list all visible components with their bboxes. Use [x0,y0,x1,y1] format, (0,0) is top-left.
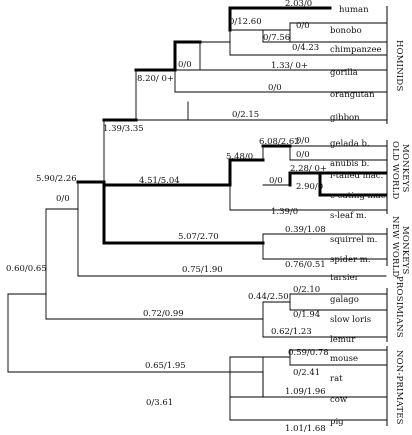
branch-label-sleaf: 1.39/0 [271,207,298,217]
group-label-new-world-line2: MONKEYS [400,226,410,275]
tree-branches [7,22,387,421]
taxon-ltailed: l-tailed mac. [330,171,383,181]
taxon-sleaf: s-leaf m. [330,211,367,221]
taxon-lemur: lemur [330,335,356,345]
branch-label-chimpanzee: 0/4.23 [292,43,319,53]
taxon-slowloris: slow loris [330,315,371,325]
taxon-rat: rat [330,374,343,384]
taxon-bonobo: bonobo [330,26,362,36]
branch-label-mouse: 0.59/0.78 [288,348,329,358]
branch-label-slowloris: 0/1.94 [293,310,320,320]
branch-label-cow: 1.09/1.96 [285,387,326,397]
group-label-hominids: HOMINIDS [394,40,404,91]
branch-label-catarrhini: 5.90/2.26 [36,174,77,184]
branch-label-tarsier: 0.75/1.90 [182,265,223,275]
bold-branches [76,6,388,245]
taxon-pig: pig [330,417,344,427]
branch-label-human-panins: 0/12.60 [229,17,262,27]
taxon-human: human [339,5,369,15]
taxon-chimpanzee: chimpanzee [330,45,382,55]
taxon-spider: spider m. [330,255,371,265]
group-label-prosimians: PROSIMIANS [394,276,404,338]
taxon-gibbon: gibbon [330,113,360,123]
branch-label-ltailed: 2.28/ 0+ [290,164,327,174]
taxon-ceating: c-eating mac. [330,191,388,201]
taxon-anubis: anubis b. [330,159,369,169]
branch-label-gelada: 0/0 [296,136,310,146]
branch-label-artiodactyls: 0/3.61 [146,398,173,408]
branch-label-pig: 1.01/1.68 [285,424,326,434]
taxon-orangutan: orangutan [330,90,375,100]
branch-label-macaques: 0/0 [269,176,283,186]
taxon-cow: cow [330,395,348,405]
branch-label-lemur: 0.62/1.23 [271,327,312,337]
branch-label-galago: 0/2.10 [293,285,320,295]
branch-label-old-world: 4.51/5.04 [139,176,180,186]
branch-label-primates: 0.60/0.65 [6,264,47,274]
branch-label-spider: 0.76/0.51 [285,260,326,270]
branch-label-squirrel: 0.39/1.08 [285,225,326,235]
branch-label-lorisiformes: 0.44/2.50 [248,292,289,302]
branch-label-new-world: 5.07/2.70 [178,232,219,242]
branch-label-african-apes: 0/0 [178,60,192,70]
group-label-non-primates: NON-PRIMATES [394,350,404,425]
branch-label-rat: 0/2.41 [293,368,320,378]
branch-label-human: 2.03/0 [285,0,312,9]
taxon-tarsier: tarsier [330,273,360,283]
branch-label-anthropoids: 0/0 [56,194,70,204]
branch-label-ceating: 2.90/0 [296,182,323,192]
branch-label-rodents: 0.65/1.95 [145,361,186,371]
branch-label-prosimians: 0.72/0.99 [143,309,184,319]
branch-label-bonobo: 0/0 [296,21,310,31]
branch-label-hominoids: 1.39/3.35 [103,124,144,134]
group-labels: HOMINIDS OLD WORLD MONKEYS NEW WORLD MON… [390,40,410,425]
taxon-squirrel: squirrel m. [330,235,377,245]
group-label-new-world-line1: NEW WORLD [390,216,400,277]
group-label-old-world-line1: OLD WORLD [390,141,400,200]
branch-label-gorilla: 1.33/ 0+ [271,61,308,71]
branch-label-anubis: 0/0 [296,150,310,160]
branch-label-papionini: 5.48/0 [226,152,253,162]
branch-label-bonobo-chimp: 0/7.56 [263,33,290,43]
branch-label-orangutan: 0/0 [268,83,282,93]
taxon-gorilla: gorilla [330,68,358,78]
taxa-labels: human bonobo chimpanzee gorilla oranguta… [330,5,388,427]
taxon-gelada: gelada b. [330,139,370,149]
taxon-mouse: mouse [330,354,358,364]
branch-label-gibbon: 0/2.15 [232,110,259,120]
branch-labels: 2.03/0 0/12.60 0/0 0/7.56 0/4.23 0/0 1.3… [6,0,329,434]
taxon-galago: galago [330,295,359,305]
group-label-old-world-line2: MONKEYS [400,144,410,193]
branch-label-baboons: 6.08/2.62 [259,137,300,147]
branch-label-great-apes: 8.20/ 0+ [137,74,174,84]
